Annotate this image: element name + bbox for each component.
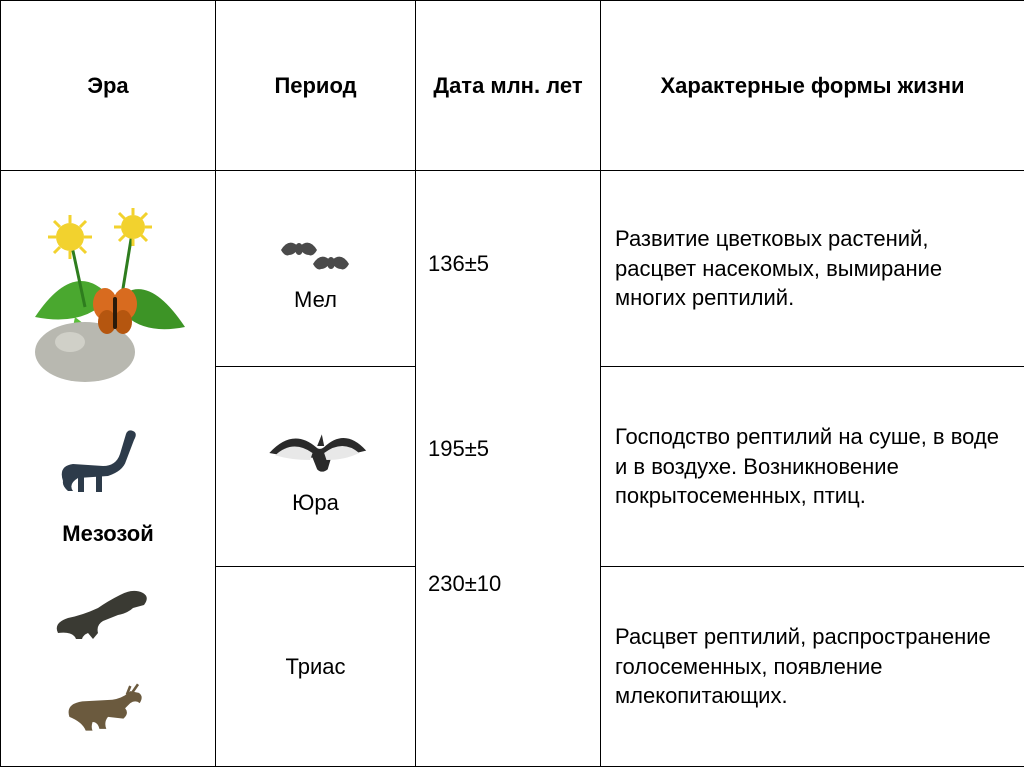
life-forms-cell: Развитие цветковых растений, расцвет нас… [601, 171, 1024, 367]
header-period: Период [216, 1, 416, 171]
date-cell: 136±5 195±5 230±10 [416, 171, 601, 767]
life-forms-cell: Расцвет рептилий, распространение голосе… [601, 567, 1024, 767]
period-label: Мел [294, 287, 337, 313]
geologic-era-table: Эра Период Дата млн. лет Характерные фор… [0, 0, 1024, 767]
date-value: 136±5 [428, 251, 489, 277]
flora-fauna-icon [15, 197, 205, 397]
period-cell-triassic: Триас [216, 567, 416, 767]
brachiosaurus-icon [48, 426, 168, 496]
header-life: Характерные формы жизни [601, 1, 1024, 171]
pterosaur-icon [256, 418, 376, 488]
bats-icon [271, 225, 361, 285]
date-value: 195±5 [428, 436, 489, 462]
life-forms-cell: Господство рептилий на суше, в воде и в … [601, 367, 1024, 567]
header-era: Эра [1, 1, 216, 171]
period-label: Триас [286, 654, 346, 680]
trex-icon [48, 573, 168, 643]
date-value: 230±10 [428, 571, 501, 597]
era-label: Мезозой [62, 521, 153, 547]
period-cell-cretaceous: Мел [216, 171, 416, 367]
triceratops-icon [48, 674, 168, 734]
header-date: Дата млн. лет [416, 1, 601, 171]
table-header-row: Эра Период Дата млн. лет Характерные фор… [1, 1, 1024, 171]
era-cell-mesozoic: Мезозой [1, 171, 216, 767]
table-row: Мезозой [1, 171, 1024, 367]
period-label: Юра [292, 490, 339, 516]
period-cell-jurassic: Юра [216, 367, 416, 567]
